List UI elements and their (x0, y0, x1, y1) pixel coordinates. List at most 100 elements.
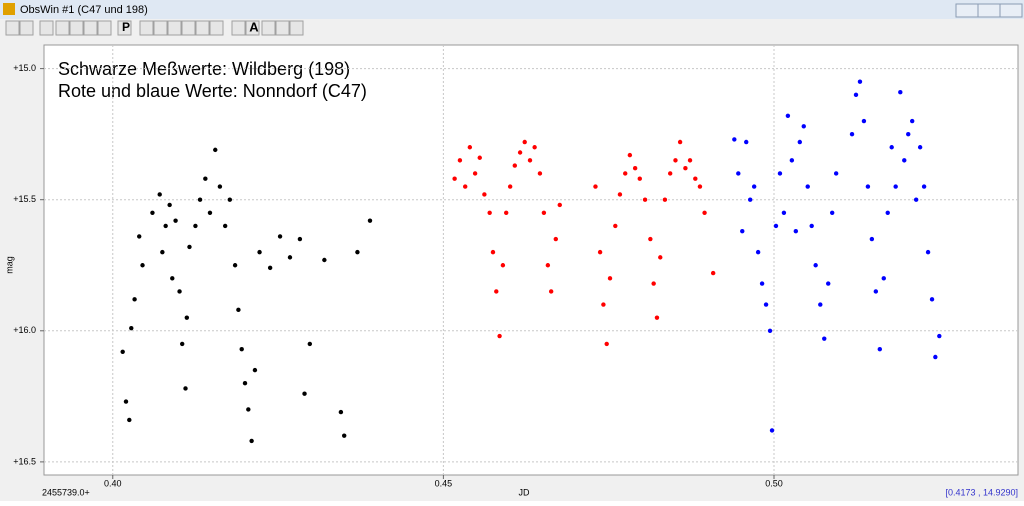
toolbar-button[interactable] (117, 20, 132, 36)
toolbar-button[interactable] (209, 20, 224, 36)
data-point (767, 328, 773, 333)
data-point (307, 341, 313, 347)
data-point (338, 409, 344, 415)
data-point (648, 236, 653, 242)
title-bar (0, 0, 1024, 19)
plot-area (43, 44, 1019, 476)
data-point (203, 176, 208, 181)
data-point (252, 367, 258, 373)
minimize-button[interactable] (955, 3, 979, 18)
data-point (623, 171, 628, 176)
toolbar-button[interactable] (55, 20, 70, 36)
toolbar-button[interactable] (39, 20, 54, 36)
toolbar-button[interactable] (231, 20, 246, 36)
data-point (472, 171, 478, 176)
data-point (302, 391, 307, 396)
data-point (677, 139, 683, 145)
data-point (687, 158, 693, 163)
toolbar-button[interactable] (181, 20, 196, 36)
data-point (885, 210, 890, 216)
data-point (367, 218, 373, 223)
toolbar-button[interactable] (83, 20, 98, 36)
data-point (322, 257, 327, 263)
data-point (553, 236, 558, 242)
data-point (632, 166, 638, 171)
data-point (933, 354, 938, 360)
data-point (702, 210, 707, 216)
data-point (232, 263, 238, 268)
data-point (504, 210, 509, 216)
data-point (597, 249, 603, 255)
data-point (170, 276, 175, 281)
toolbar-button-label[interactable]: A (249, 19, 259, 34)
data-point (893, 184, 898, 189)
data-point (755, 249, 761, 255)
data-point (604, 341, 609, 347)
data-point (826, 281, 831, 286)
toolbar-button[interactable] (245, 20, 260, 36)
toolbar-button[interactable] (139, 20, 154, 36)
data-point (613, 223, 618, 229)
data-point (736, 171, 741, 176)
data-point (662, 197, 668, 202)
data-point (557, 202, 562, 208)
data-point (654, 315, 660, 320)
data-point (902, 158, 907, 163)
toolbar-button[interactable] (261, 20, 276, 36)
data-point (494, 289, 499, 294)
data-point (785, 113, 791, 118)
data-point (129, 325, 134, 331)
toolbar-button-label[interactable]: P (122, 20, 130, 34)
cursor-readout: [0.4173 , 14.9290] (945, 487, 1018, 497)
data-point (693, 176, 698, 181)
data-point (865, 184, 871, 189)
data-point (239, 346, 244, 352)
data-point (532, 145, 537, 150)
data-point (482, 192, 487, 197)
data-point (751, 184, 757, 189)
data-point (929, 297, 935, 302)
toolbar-button[interactable] (289, 20, 304, 36)
data-point (140, 263, 145, 268)
maximize-button[interactable] (977, 3, 1001, 18)
data-point (740, 228, 745, 234)
data-point (500, 263, 506, 268)
data-point (120, 349, 125, 354)
data-point (781, 210, 787, 216)
app-icon (3, 3, 15, 15)
data-point (697, 184, 703, 189)
data-point (925, 249, 931, 255)
data-point (805, 184, 810, 189)
data-point (522, 139, 527, 145)
data-point (793, 228, 799, 234)
close-button[interactable] (999, 3, 1023, 18)
data-point (769, 428, 775, 433)
data-point (179, 341, 185, 347)
data-point (297, 236, 303, 242)
toolbar-button[interactable] (97, 20, 112, 36)
data-point (157, 192, 162, 197)
data-point (898, 89, 903, 95)
data-point (487, 210, 492, 216)
toolbar-button[interactable] (69, 20, 84, 36)
data-point (477, 155, 482, 160)
data-point (213, 147, 218, 153)
data-point (287, 255, 293, 260)
y-tick-label: +16.0 (13, 325, 36, 335)
data-point (818, 302, 823, 307)
data-point (857, 79, 863, 84)
toolbar-button[interactable] (195, 20, 210, 36)
data-point (173, 218, 178, 223)
x-tick-label: 0.50 (765, 478, 783, 488)
data-point (849, 131, 855, 137)
toolbar-button[interactable] (275, 20, 290, 36)
toolbar-button[interactable] (153, 20, 168, 36)
data-point (490, 249, 496, 255)
data-point (747, 197, 753, 202)
toolbar-button[interactable] (19, 20, 34, 36)
toolbar-button[interactable] (5, 20, 20, 36)
data-point (833, 171, 839, 176)
toolbar-button[interactable] (167, 20, 182, 36)
data-point (123, 399, 129, 404)
